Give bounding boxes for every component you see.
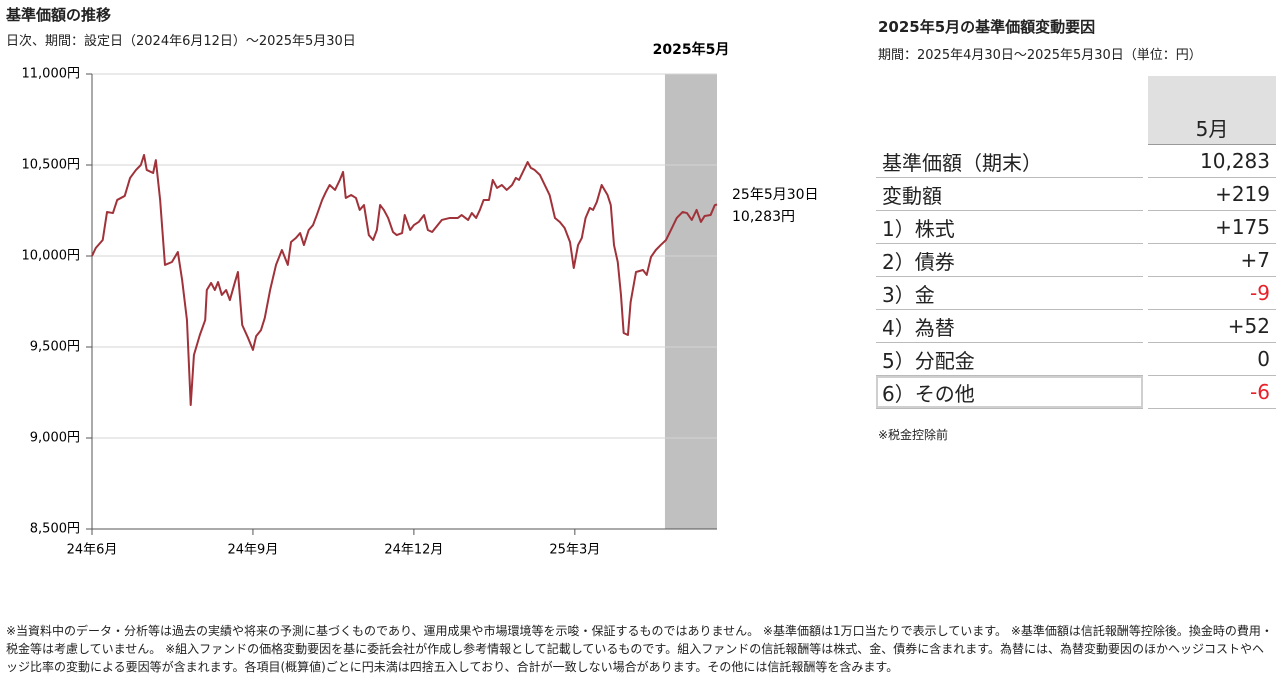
row-value: 10,283 <box>1143 144 1276 178</box>
y-tick-label: 10,000円 <box>22 249 81 264</box>
table-subtitle: 期間：2025年4月30日～2025年5月30日（単位：円） <box>878 48 1202 63</box>
row-label: 4）為替 <box>876 309 1146 343</box>
row-value: -9 <box>1143 276 1276 310</box>
row-value: +219 <box>1143 177 1276 211</box>
row-label: 3）金 <box>876 276 1146 310</box>
chart-subtitle: 日次、期間：設定日（2024年6月12日）～2025年5月30日 <box>6 34 356 49</box>
blank-cell <box>876 76 1146 145</box>
price-line <box>91 153 718 407</box>
table-row: 6）その他 -6 <box>876 375 1276 409</box>
table: 5月 基準価額（期末） 10,283 変動額 +219 1）株式 +175 2）債券 +7 3）… <box>876 76 1276 409</box>
table-row: 変動額 +219 <box>876 177 1276 211</box>
row-label: 1）株式 <box>876 210 1146 244</box>
table-row: 3）金 -9 <box>876 276 1276 310</box>
highlight-label: 2025年5月 <box>653 41 730 58</box>
row-value: -6 <box>1143 375 1276 409</box>
y-tick-label: 11,000円 <box>22 67 81 82</box>
chart-title: 基準価額の推移 <box>6 6 112 24</box>
x-tick-label: 24年9月 <box>228 543 279 558</box>
annotation: 25年5月30日 <box>732 187 819 203</box>
table-row: 2）債券 +7 <box>876 243 1276 277</box>
highlight-band <box>664 74 717 529</box>
y-tick-label: 9,500円 <box>30 340 80 355</box>
table-row: 基準価額（期末） 10,283 <box>876 144 1276 178</box>
x-tick-label: 24年12月 <box>384 543 443 558</box>
table-row: 5）分配金 0 <box>876 342 1276 376</box>
row-label: 基準価額（期末） <box>876 144 1146 178</box>
chart: 2025年5月 8,500円 9,000円 9,500円 10,000円 10,500円 1… <box>22 41 819 558</box>
row-label: 変動額 <box>876 177 1146 211</box>
row-label: 6）その他 <box>876 375 1146 409</box>
table-row: 1）株式 +175 <box>876 210 1276 244</box>
row-label: 2）債券 <box>876 243 1146 277</box>
x-tick-label: 24年6月 <box>67 543 118 558</box>
table-title: 2025年5月の基準価額変動要因 <box>878 18 1096 36</box>
y-tick-label: 10,500円 <box>22 158 81 173</box>
row-value: 0 <box>1143 342 1276 376</box>
footer: ※当資料中のデータ・分析等は過去の実績や将来の予測に基づくものであり、運用成果や… <box>6 624 1273 674</box>
row-label: 5）分配金 <box>876 342 1146 376</box>
row-value: +175 <box>1143 210 1276 244</box>
table-row: 4）為替 +52 <box>876 309 1276 343</box>
row-value: +52 <box>1143 309 1276 343</box>
header-cell: 5月 <box>1143 76 1276 145</box>
x-tick-label: 25年3月 <box>549 543 600 558</box>
y-tick-label: 9,000円 <box>30 431 80 446</box>
table-header: 5月 <box>876 76 1276 145</box>
row-value: +7 <box>1143 243 1276 277</box>
table-note: ※税金控除前 <box>878 428 949 442</box>
annotation: 10,283円 <box>732 209 795 225</box>
y-tick-label: 8,500円 <box>30 522 80 537</box>
